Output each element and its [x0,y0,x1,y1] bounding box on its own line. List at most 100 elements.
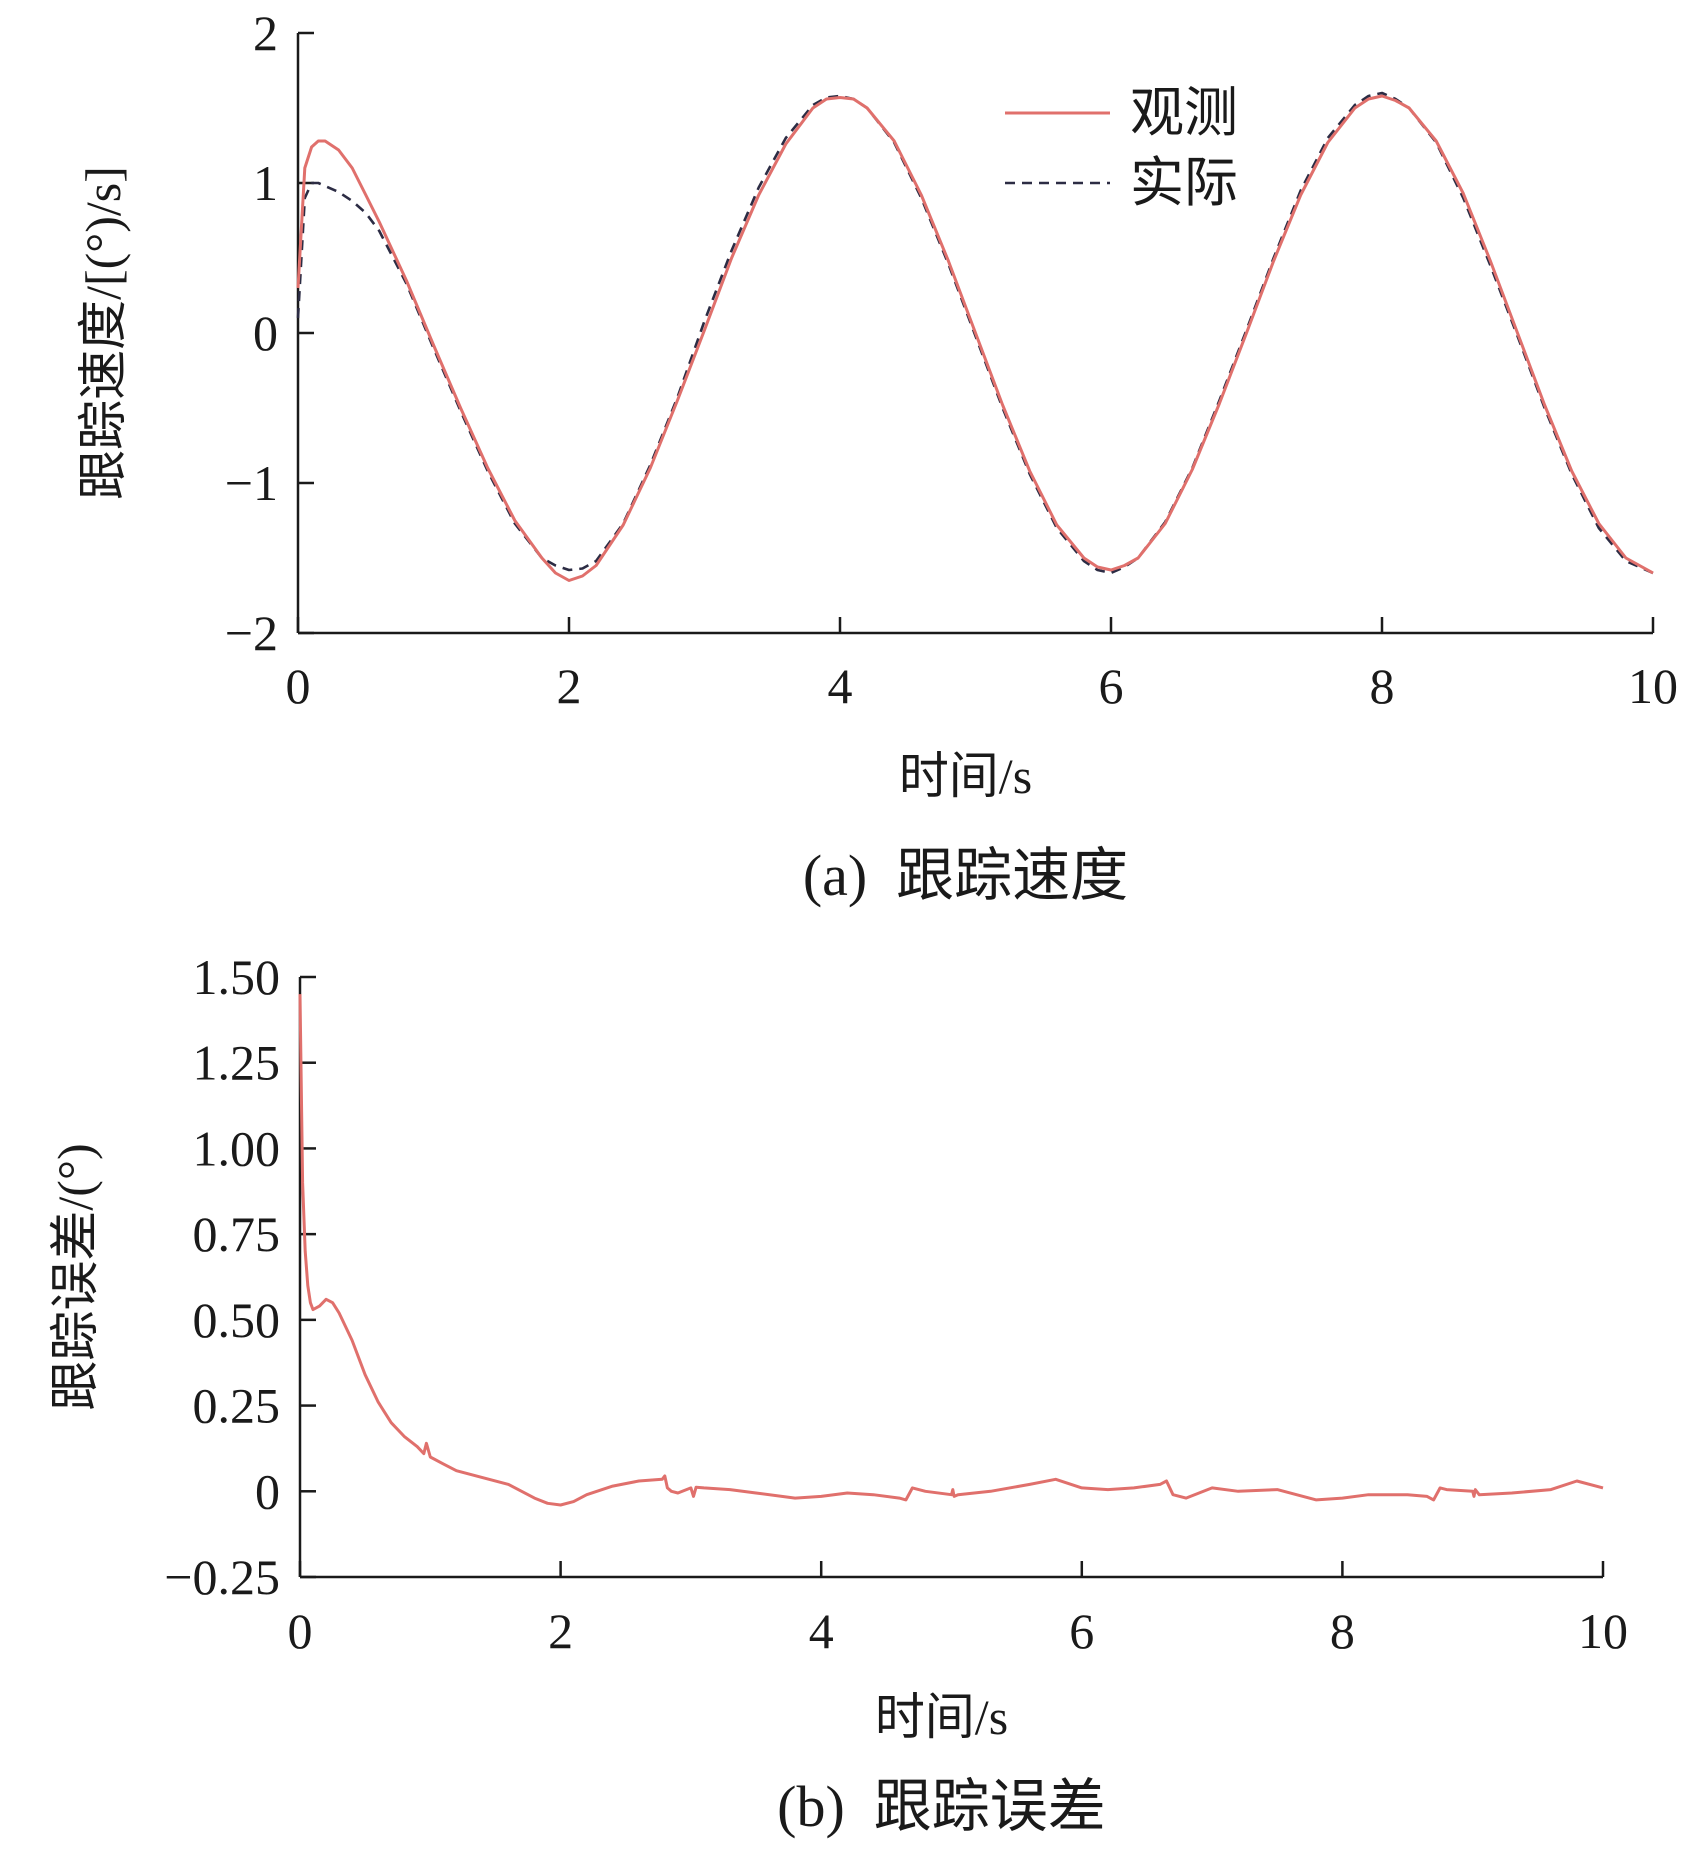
data-point [423,1452,425,1454]
data-point [758,194,760,196]
data-point [690,1487,692,1489]
data-point [846,1492,848,1494]
data-point [554,572,556,574]
data-point [872,1494,874,1496]
y-tick-label: 1 [253,155,278,211]
data-point [581,567,583,569]
data-point [1426,1495,1428,1497]
x-tick-label: 6 [1099,658,1124,714]
data-point [1029,1483,1031,1485]
data-point [331,1302,333,1304]
data-point [318,1305,320,1307]
data-point [924,1490,926,1492]
series-line-observed [296,94,1654,582]
data-point [1272,260,1274,262]
data-point [304,1250,306,1252]
data-point [324,140,326,142]
data-point [670,1490,672,1492]
y-tick-label: −1 [225,455,278,511]
data-point [989,1490,991,1492]
data-point [1107,1488,1109,1490]
data-point [794,1497,796,1499]
data-point [1367,95,1369,97]
data-point [416,1446,418,1448]
data-point [1394,99,1396,101]
y-tick-label: 0.50 [193,1292,281,1348]
y-axis-label: 跟踪速度/[(°)/s] [75,166,131,500]
data-point [1406,1494,1408,1496]
y-tick-label: 1.25 [193,1035,281,1091]
data-point [1576,1480,1578,1482]
data-point [1191,468,1193,470]
data-point [957,1494,959,1496]
data-point [459,407,461,409]
data-point [703,320,705,322]
data-point [325,1298,327,1300]
data-point [852,98,854,100]
data-point [299,993,301,995]
data-point [664,1475,666,1477]
data-point [568,579,570,581]
data-point [378,230,380,232]
data-point [1055,1478,1057,1480]
data-point [1367,1494,1369,1496]
y-tick-label: 0 [253,305,278,361]
data-point [1081,1487,1083,1489]
y-tick-label: 1.00 [193,1120,281,1176]
data-point [1432,1499,1434,1501]
data-point [568,569,570,571]
data-point [1029,470,1031,472]
data-point [1096,569,1098,571]
data-point [1110,572,1112,574]
data-point [758,186,760,188]
x-tick-label: 0 [288,1603,313,1659]
data-point [1439,1487,1441,1489]
x-tick-label: 8 [1330,1603,1355,1659]
x-tick-label: 2 [548,1603,573,1659]
data-point [554,564,556,566]
data-point [612,1485,614,1487]
data-point [514,519,516,521]
data-point [820,1495,822,1497]
data-point [507,1483,509,1485]
data-point [365,212,367,214]
data-point [666,1487,668,1489]
data-point [1056,524,1058,526]
data-point [1598,522,1600,524]
data-point [1598,527,1600,529]
chart-caption: (b) 跟踪误差 [777,1774,1106,1839]
data-point [785,137,787,139]
y-tick-label: 2 [253,5,278,61]
x-axis-label: 时间/s [899,748,1032,804]
data-point [442,1463,444,1465]
data-point [898,1497,900,1499]
data-point [487,467,489,469]
legend-label: 观测 [1130,83,1238,143]
data-point [1462,192,1464,194]
data-point [1211,1487,1213,1489]
data-point [1478,1494,1480,1496]
data-point [365,194,367,196]
x-tick-label: 6 [1069,1603,1094,1659]
y-tick-label: 0.25 [193,1378,281,1434]
data-point [364,1374,366,1376]
data-point [297,287,299,289]
data-point [317,140,319,142]
data-point [1237,1490,1239,1492]
y-tick-label: −0.25 [164,1549,280,1605]
data-point [403,1435,405,1437]
data-point [378,221,380,223]
data-point [586,1494,588,1496]
data-point [390,1422,392,1424]
data-point [729,1488,731,1490]
y-tick-label: −2 [225,605,278,661]
data-point [1516,332,1518,334]
data-point [677,1492,679,1494]
data-point [351,167,353,169]
data-point [559,1504,561,1506]
data-point [1133,1487,1135,1489]
data-point [581,575,583,577]
data-point [974,332,976,334]
data-point [692,1495,694,1497]
